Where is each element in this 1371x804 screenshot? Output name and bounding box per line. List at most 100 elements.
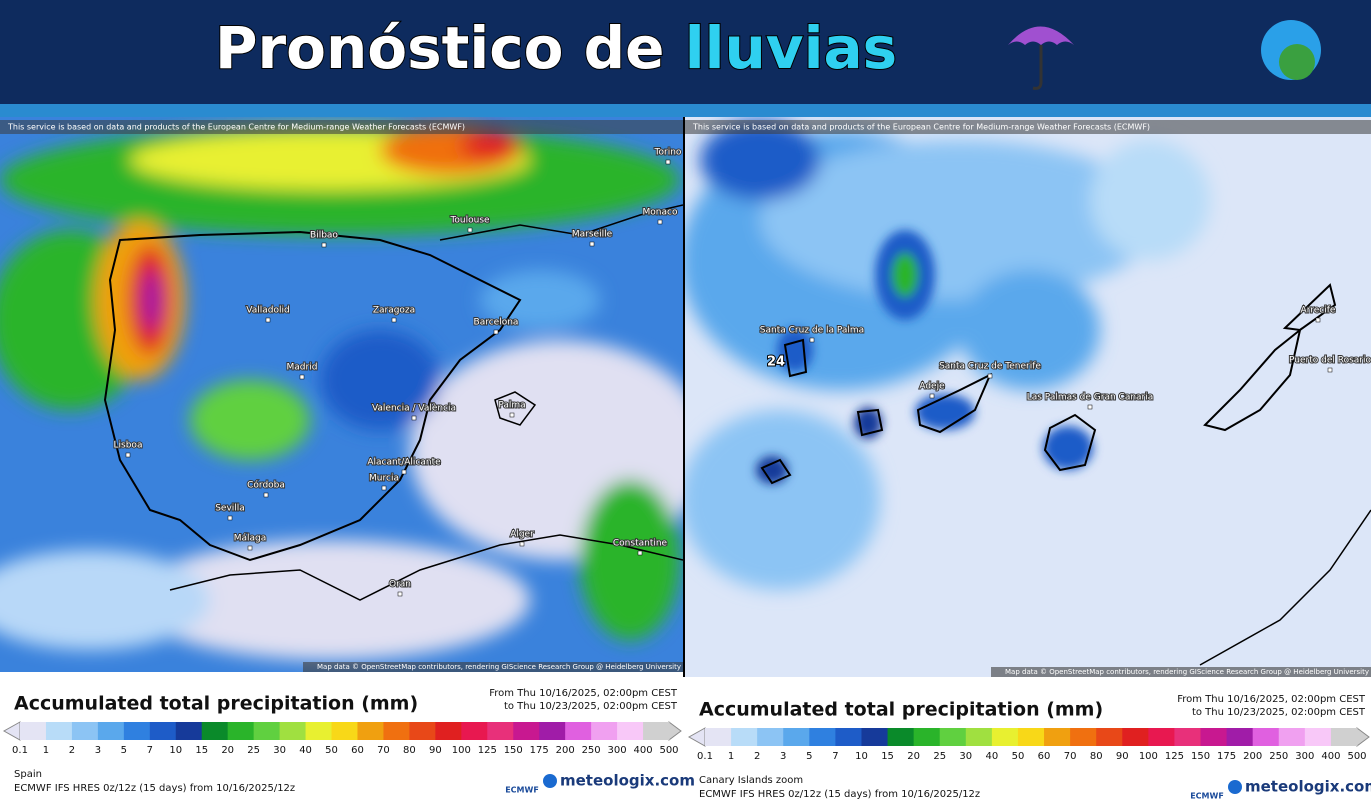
map-spain — [0, 117, 683, 672]
colorbar-label: 100 — [1139, 751, 1158, 762]
colorbar-label: 500 — [659, 745, 678, 756]
colorbar-label: 1 — [43, 745, 49, 756]
attribution-bg — [685, 120, 1371, 134]
colorbar-arrow-left — [2, 721, 21, 741]
colorbar-swatch — [565, 722, 592, 740]
colorbar-swatch — [253, 722, 281, 740]
colorbar-label: 25 — [933, 751, 946, 762]
colorbar-label: 125 — [1165, 751, 1184, 762]
legend-title: Accumulated total precipitation (mm) — [14, 693, 418, 715]
colorbar-label: 70 — [1064, 751, 1077, 762]
place-label: Valencia / València — [372, 403, 456, 414]
colorbar-label: 7 — [147, 745, 153, 756]
place-dot — [509, 412, 515, 418]
colorbar-swatch — [887, 728, 915, 746]
legend-period-to: to Thu 10/23/2025, 02:00pm CEST — [1192, 707, 1366, 718]
colorbar-swatch — [45, 722, 73, 740]
model-label: ECMWF IFS HRES 0z/12z (15 days) from 10/… — [14, 783, 295, 794]
place-label: Toulouse — [449, 216, 490, 226]
colorbar-swatch — [643, 722, 670, 740]
colorbar-swatch — [939, 728, 967, 746]
place-label: Torino — [654, 148, 682, 158]
attribution-bg — [303, 662, 683, 672]
place-label: Córdoba — [247, 480, 285, 491]
colorbar-label: 3 — [95, 745, 101, 756]
colorbar-swatch — [809, 728, 836, 746]
colorbar-label: 15 — [195, 745, 208, 756]
legend-period-to: to Thu 10/23/2025, 02:00pm CEST — [504, 701, 678, 712]
colorbar-label: 150 — [1191, 751, 1210, 762]
place-label: Santa Cruz de la Palma — [760, 326, 864, 336]
attribution-bottom: Map data © OpenStreetMap contributors, r… — [317, 663, 681, 671]
colorbar-swatch — [1017, 728, 1045, 746]
colorbar-label: 3 — [780, 751, 786, 762]
place-dot — [321, 242, 327, 248]
colorbar-swatch — [1044, 728, 1071, 746]
colorbar-swatch — [783, 728, 810, 746]
place-dot — [929, 393, 935, 399]
ecmwf-logo: ECMWF — [505, 786, 539, 795]
colorbar-swatch — [227, 722, 255, 740]
colorbar-label: 300 — [1295, 751, 1314, 762]
place-label: Puerto del Rosario — [1289, 356, 1371, 366]
map-canary — [685, 117, 1371, 677]
colorbar-label: 125 — [478, 745, 497, 756]
colorbar-swatch — [1148, 728, 1175, 746]
place-label: Bilbao — [310, 231, 338, 241]
place-dot — [493, 329, 499, 335]
colorbar-label: 400 — [633, 745, 652, 756]
colorbar-label: 175 — [530, 745, 549, 756]
place-label: Palma — [498, 401, 525, 411]
place-dot — [665, 159, 671, 165]
colorbar-label: 90 — [1116, 751, 1129, 762]
brand-logo: meteologix.com — [1245, 778, 1371, 796]
colorbar-swatch — [1252, 728, 1280, 746]
header-stripe — [0, 104, 1371, 117]
colorbar-swatch — [20, 722, 47, 740]
colorbar-label: 60 — [1038, 751, 1051, 762]
place-label: Constantine — [613, 539, 668, 549]
colorbar-swatch — [1330, 728, 1358, 746]
colorbar-label: 400 — [1321, 751, 1340, 762]
place-label: Monaco — [643, 208, 678, 218]
legend-period-from: From Thu 10/16/2025, 02:00pm CEST — [1177, 694, 1366, 705]
colorbar-swatch — [487, 722, 514, 740]
colorbar-label: 0.1 — [12, 745, 28, 756]
colorbar-label: 100 — [452, 745, 471, 756]
colorbar-swatch — [409, 722, 436, 740]
place-dot — [987, 373, 993, 379]
colorbar-label: 200 — [1243, 751, 1262, 762]
colorbar-label: 500 — [1347, 751, 1366, 762]
place-dot — [1087, 404, 1093, 410]
colorbar-swatch — [539, 722, 566, 740]
place-dot — [657, 219, 663, 225]
colorbar-swatch — [913, 728, 941, 746]
colorbar-swatch — [1304, 728, 1332, 746]
colorbar-label: 7 — [832, 751, 838, 762]
place-dot — [637, 550, 643, 556]
place-dot — [381, 485, 387, 491]
colorbar-swatch — [435, 722, 462, 740]
place-label: Alger — [510, 530, 534, 540]
place-dot — [391, 317, 397, 323]
title-main: Pronóstico de — [215, 14, 665, 82]
colorbar-swatch — [1122, 728, 1149, 746]
colorbar-label: 80 — [403, 745, 416, 756]
place-label: Oran — [389, 580, 411, 590]
place-label: Lisboa — [114, 441, 143, 451]
place-dot — [1327, 367, 1333, 373]
colorbar-label: 60 — [351, 745, 364, 756]
colorbar-label: 10 — [169, 745, 182, 756]
header-title: Pronóstico de lluvias — [215, 14, 897, 82]
colorbar-swatch — [731, 728, 758, 746]
place-dot — [809, 337, 815, 343]
colorbar-label: 1 — [728, 751, 734, 762]
colorbar-label: 15 — [881, 751, 894, 762]
attribution-top: This service is based on data and produc… — [692, 123, 1150, 132]
colorbar-swatch — [461, 722, 488, 740]
colorbar-swatch — [201, 722, 229, 740]
region-label: Spain — [14, 769, 42, 780]
colorbar-label: 90 — [429, 745, 442, 756]
colorbar-label: 5 — [121, 745, 127, 756]
